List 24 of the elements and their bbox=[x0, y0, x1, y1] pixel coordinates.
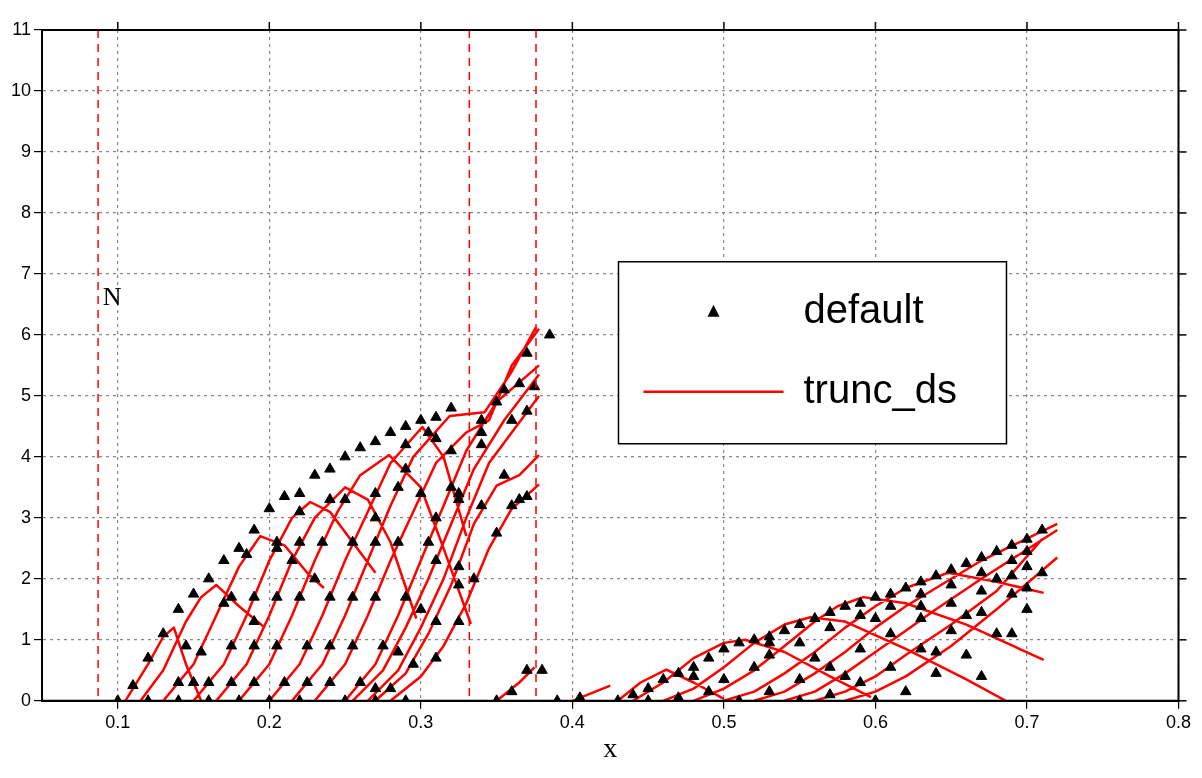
y-tick-label: 3 bbox=[21, 506, 32, 527]
x-tick-label: 0.6 bbox=[862, 711, 888, 732]
legend-label: trunc_ds bbox=[803, 366, 957, 411]
x-tick-label: 0.4 bbox=[559, 711, 585, 732]
x-tick-label: 0.3 bbox=[408, 711, 434, 732]
y-tick-label: 8 bbox=[21, 201, 32, 222]
x-axis-title: x bbox=[603, 731, 618, 763]
y-tick-label: 7 bbox=[21, 262, 32, 283]
y-tick-label: 10 bbox=[10, 79, 32, 100]
y-tick-label: 1 bbox=[21, 628, 32, 649]
annotation: N bbox=[102, 282, 122, 312]
y-tick-label: 9 bbox=[21, 140, 32, 161]
y-tick-label: 2 bbox=[21, 567, 32, 588]
y-tick-label: 0 bbox=[21, 689, 32, 710]
y-tick-label: 11 bbox=[12, 18, 32, 39]
legend-label: default bbox=[803, 286, 924, 331]
y-tick-label: 6 bbox=[21, 323, 32, 344]
x-tick-label: 0.5 bbox=[711, 711, 737, 732]
y-tick-label: 4 bbox=[21, 445, 32, 466]
x-tick-label: 0.7 bbox=[1014, 711, 1040, 732]
x-tick-label: 0.2 bbox=[256, 711, 282, 732]
x-tick-label: 0.1 bbox=[105, 711, 131, 732]
y-tick-label: 5 bbox=[21, 384, 32, 405]
x-tick-label: 0.8 bbox=[1165, 711, 1191, 732]
